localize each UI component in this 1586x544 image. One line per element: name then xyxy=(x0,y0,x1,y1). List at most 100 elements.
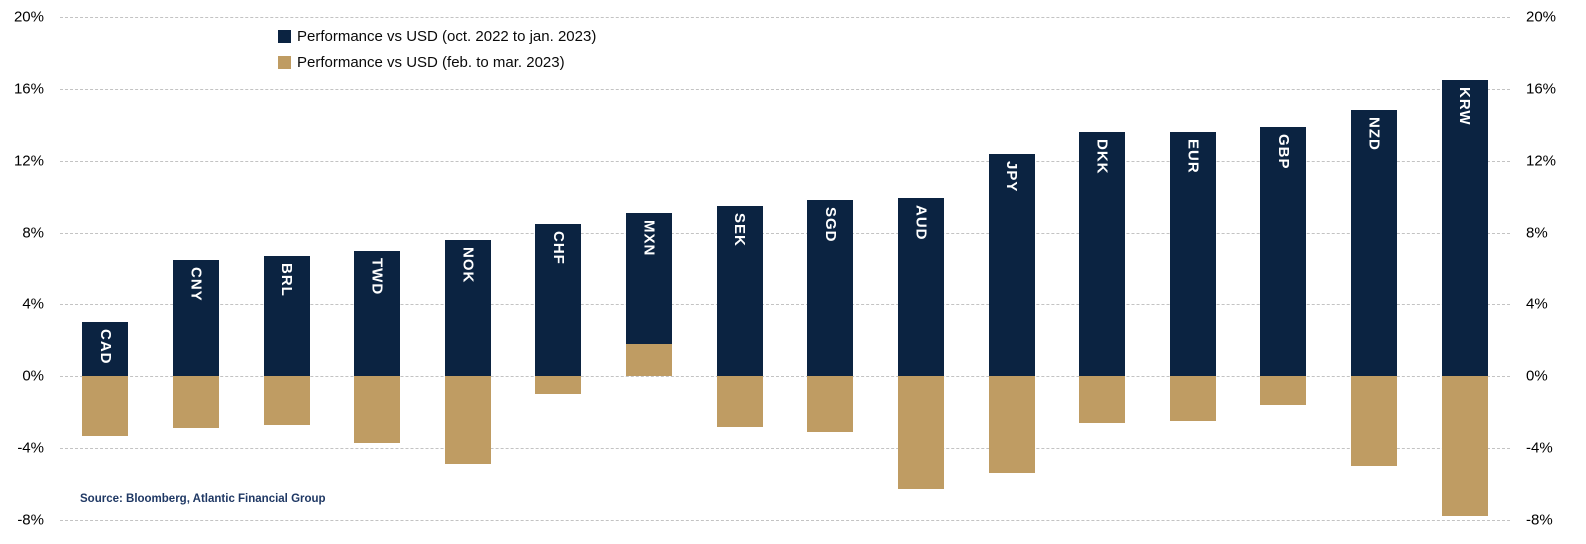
bar-column-NOK: NOK xyxy=(423,17,514,520)
bar-oct-jan-CHF: CHF xyxy=(535,223,582,377)
bar-column-CAD: CAD xyxy=(60,17,151,520)
bar-feb-mar-BRL xyxy=(263,376,310,425)
bar-column-JPY: JPY xyxy=(966,17,1057,520)
bar-oct-jan-EUR: EUR xyxy=(1169,131,1216,377)
bar-feb-mar-CAD xyxy=(82,376,129,436)
bar-oct-jan-CNY: CNY xyxy=(172,259,219,377)
y-tick-right-16%: 16% xyxy=(1526,80,1557,98)
bar-oct-jan-CAD: CAD xyxy=(82,322,129,377)
bar-feb-mar-JPY xyxy=(988,376,1035,474)
bar-oct-jan-AUD: AUD xyxy=(897,198,944,377)
bar-column-AUD: AUD xyxy=(876,17,967,520)
y-tick-right--8%: -8% xyxy=(1526,511,1553,529)
plot-area: CAD CNY BRL TWD NOK CHF MXN SEK SGD AUD JPY DKK EUR G… xyxy=(60,17,1510,521)
y-axis-right: 20% 16% 12% 8% 4% 0% -4% -8% xyxy=(1516,10,1586,528)
y-tick-right-12%: 12% xyxy=(1526,152,1557,170)
bar-feb-mar-CNY xyxy=(172,376,219,429)
bar-feb-mar-SEK xyxy=(716,376,763,427)
bar-label-NOK: NOK xyxy=(459,246,477,284)
bar-column-BRL: BRL xyxy=(241,17,332,520)
gridline-4% xyxy=(60,304,1510,306)
y-tick-right-20%: 20% xyxy=(1526,8,1557,26)
y-tick-left-8%: 8% xyxy=(22,224,44,242)
bar-feb-mar-GBP xyxy=(1260,376,1307,406)
bar-feb-mar-MXN xyxy=(626,343,673,377)
bar-column-SEK: SEK xyxy=(694,17,785,520)
gridline-20% xyxy=(60,17,1510,18)
bar-oct-jan-MXN: MXN xyxy=(626,212,673,344)
bar-column-MXN: MXN xyxy=(604,17,695,520)
y-tick-right--4%: -4% xyxy=(1526,439,1553,457)
bar-column-GBP: GBP xyxy=(1238,17,1329,520)
bar-column-NZD: NZD xyxy=(1329,17,1420,520)
bar-label-CAD: CAD xyxy=(96,329,114,365)
source-note: Source: Bloomberg, Atlantic Financial Gr… xyxy=(80,493,326,505)
bar-column-SGD: SGD xyxy=(785,17,876,520)
bar-feb-mar-EUR xyxy=(1169,376,1216,422)
bar-oct-jan-SEK: SEK xyxy=(716,205,763,377)
bar-oct-jan-SGD: SGD xyxy=(807,200,854,377)
bar-feb-mar-NOK xyxy=(444,376,491,465)
bar-feb-mar-TWD xyxy=(354,376,401,443)
y-tick-left--4%: -4% xyxy=(17,439,44,457)
bar-oct-jan-TWD: TWD xyxy=(354,250,401,377)
y-tick-left-16%: 16% xyxy=(13,80,44,98)
bar-feb-mar-KRW xyxy=(1441,376,1488,517)
bar-label-BRL: BRL xyxy=(278,262,296,297)
bar-label-CNY: CNY xyxy=(187,266,205,302)
legend-item-feb-mar: Performance vs USD (feb. to mar. 2023) xyxy=(278,54,596,71)
bar-label-EUR: EUR xyxy=(1184,138,1202,174)
bar-label-KRW: KRW xyxy=(1456,86,1474,126)
bar-label-DKK: DKK xyxy=(1093,138,1111,175)
bar-oct-jan-KRW: KRW xyxy=(1441,79,1488,377)
bar-label-GBP: GBP xyxy=(1274,133,1292,170)
y-tick-left-0%: 0% xyxy=(22,367,44,385)
y-axis-left: 20% 16% 12% 8% 4% 0% -4% -8% xyxy=(0,10,52,528)
gridline--4% xyxy=(60,448,1510,450)
legend-label-feb-mar: Performance vs USD (feb. to mar. 2023) xyxy=(297,54,565,71)
bar-oct-jan-DKK: DKK xyxy=(1079,131,1126,377)
bar-column-DKK: DKK xyxy=(1057,17,1148,520)
bar-oct-jan-NZD: NZD xyxy=(1351,110,1398,377)
gridline-0% xyxy=(60,376,1510,378)
bar-feb-mar-CHF xyxy=(535,376,582,395)
y-tick-right-4%: 4% xyxy=(1526,295,1548,313)
gridline-16% xyxy=(60,88,1510,90)
bar-column-TWD: TWD xyxy=(332,17,423,520)
bar-label-NZD: NZD xyxy=(1365,117,1383,152)
y-tick-right-8%: 8% xyxy=(1526,224,1548,242)
bar-label-MXN: MXN xyxy=(640,219,658,257)
bar-feb-mar-DKK xyxy=(1079,376,1126,423)
legend: Performance vs USD (oct. 2022 to jan. 20… xyxy=(278,28,596,80)
bar-label-JPY: JPY xyxy=(1003,160,1021,192)
legend-swatch-feb-mar-icon xyxy=(278,56,291,69)
y-tick-left-12%: 12% xyxy=(13,152,44,170)
y-tick-left-20%: 20% xyxy=(13,8,44,26)
bar-column-KRW: KRW xyxy=(1419,17,1510,520)
bar-label-SEK: SEK xyxy=(731,212,749,247)
y-tick-left--8%: -8% xyxy=(17,511,44,529)
bar-feb-mar-NZD xyxy=(1351,376,1398,467)
gridline-8% xyxy=(60,232,1510,234)
gridline--8% xyxy=(60,520,1510,521)
bar-column-CNY: CNY xyxy=(151,17,242,520)
bar-label-AUD: AUD xyxy=(912,205,930,241)
bar-oct-jan-JPY: JPY xyxy=(988,153,1035,377)
bar-feb-mar-AUD xyxy=(897,376,944,490)
bar-oct-jan-BRL: BRL xyxy=(263,255,310,377)
bar-column-CHF: CHF xyxy=(513,17,604,520)
bar-feb-mar-SGD xyxy=(807,376,854,432)
legend-label-oct-jan: Performance vs USD (oct. 2022 to jan. 20… xyxy=(297,28,597,45)
gridline-12% xyxy=(60,160,1510,162)
legend-item-oct-jan: Performance vs USD (oct. 2022 to jan. 20… xyxy=(278,28,596,45)
bar-label-TWD: TWD xyxy=(368,257,386,295)
bar-oct-jan-GBP: GBP xyxy=(1260,126,1307,377)
bar-oct-jan-NOK: NOK xyxy=(444,239,491,377)
bar-column-EUR: EUR xyxy=(1148,17,1239,520)
legend-swatch-oct-jan-icon xyxy=(278,30,291,43)
bar-label-CHF: CHF xyxy=(549,230,567,265)
bar-label-SGD: SGD xyxy=(821,207,839,243)
y-tick-right-0%: 0% xyxy=(1526,367,1548,385)
y-tick-left-4%: 4% xyxy=(22,295,44,313)
